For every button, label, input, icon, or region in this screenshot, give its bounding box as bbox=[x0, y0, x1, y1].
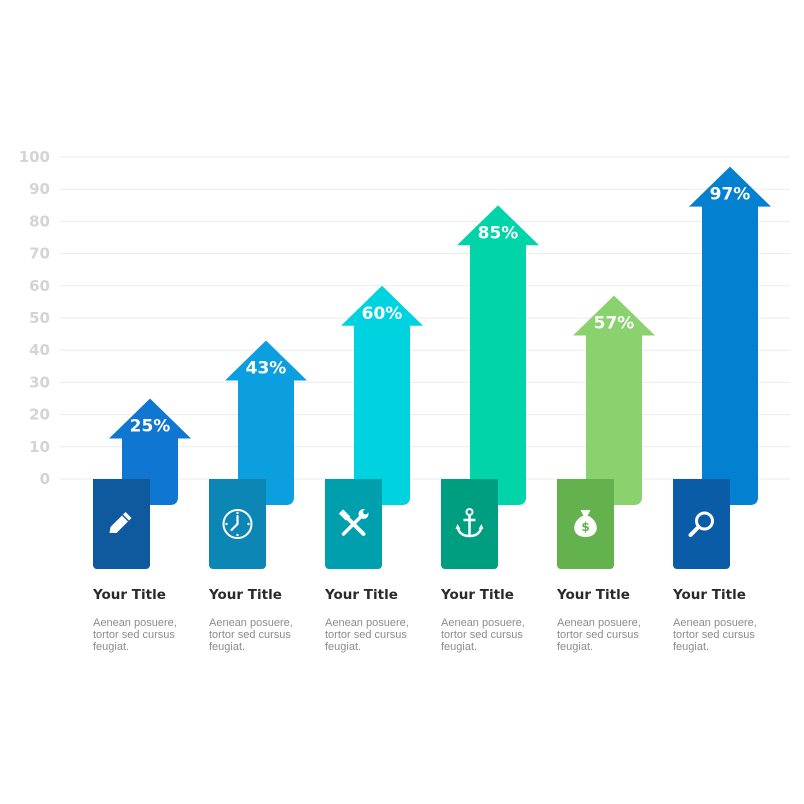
y-tick-label: 10 bbox=[29, 438, 50, 456]
value-label: 85% bbox=[478, 223, 519, 243]
category-description: Aenean posuere, tortor sed cursus feugiat. bbox=[441, 617, 541, 653]
clock-icon bbox=[222, 509, 253, 539]
bar-group: 60% bbox=[325, 285, 423, 569]
description-line: tortor sed cursus bbox=[209, 629, 291, 641]
grid-lines bbox=[60, 156, 790, 480]
category-title: Your Title bbox=[441, 587, 514, 603]
description-line: feugiat. bbox=[325, 641, 362, 653]
y-axis: 0 10 20 30 40 50 60 70 80 90 100 bbox=[19, 148, 50, 488]
y-tick-label: 80 bbox=[29, 212, 50, 230]
svg-text:$: $ bbox=[581, 520, 589, 534]
magnifier-icon bbox=[688, 511, 714, 537]
description-line: Aenean posuere, bbox=[557, 617, 641, 629]
value-label: 25% bbox=[130, 417, 171, 437]
bar-arrow bbox=[573, 295, 655, 505]
value-label: 57% bbox=[594, 313, 635, 333]
bar-group: 43% bbox=[209, 340, 307, 569]
y-tick-label: 70 bbox=[29, 245, 50, 263]
description-line: feugiat. bbox=[557, 641, 594, 653]
category-title: Your Title bbox=[209, 587, 282, 603]
bars: 25% 43% 60% 85% 57% $97% bbox=[93, 166, 771, 569]
icon-tab-top bbox=[441, 479, 498, 487]
icon-tab-top bbox=[93, 479, 150, 487]
value-label: 97% bbox=[710, 185, 751, 205]
pencil-icon bbox=[109, 512, 132, 533]
description-line: tortor sed cursus bbox=[673, 629, 755, 641]
description-line: tortor sed cursus bbox=[93, 629, 175, 641]
value-label: 43% bbox=[246, 359, 287, 379]
category-title: Your Title bbox=[673, 587, 746, 603]
bar-arrow bbox=[341, 285, 423, 505]
category-title: Your Title bbox=[93, 587, 166, 603]
description-line: feugiat. bbox=[93, 641, 130, 653]
description-line: Aenean posuere, bbox=[325, 617, 409, 629]
icon-tab-top bbox=[673, 479, 730, 487]
y-tick-label: 100 bbox=[19, 148, 50, 166]
y-tick-label: 0 bbox=[40, 470, 50, 488]
description-line: Aenean posuere, bbox=[209, 617, 293, 629]
category-description: Aenean posuere, tortor sed cursus feugiat. bbox=[325, 617, 425, 653]
y-tick-label: 90 bbox=[29, 180, 50, 198]
y-tick-label: 40 bbox=[29, 341, 50, 359]
bar-group: 25% bbox=[93, 398, 191, 569]
anchor-icon bbox=[455, 508, 484, 538]
category-description: Aenean posuere, tortor sed cursus feugiat. bbox=[673, 617, 773, 653]
category-description: Aenean posuere, tortor sed cursus feugiat. bbox=[209, 617, 309, 653]
bar-arrow bbox=[225, 340, 307, 505]
description-line: feugiat. bbox=[441, 641, 478, 653]
description-line: tortor sed cursus bbox=[441, 629, 523, 641]
description-line: Aenean posuere, bbox=[93, 617, 177, 629]
category-title: Your Title bbox=[557, 587, 630, 603]
icon-tab-top bbox=[325, 479, 382, 487]
bar-group: 85% bbox=[441, 205, 539, 569]
icon-tab-top bbox=[209, 479, 266, 487]
value-label: 60% bbox=[362, 304, 403, 324]
description-line: tortor sed cursus bbox=[325, 629, 407, 641]
bar-arrow bbox=[109, 398, 191, 505]
y-tick-label: 50 bbox=[29, 309, 50, 327]
description-line: Aenean posuere, bbox=[441, 617, 525, 629]
bar-arrow bbox=[457, 205, 539, 506]
money-bag-icon: $ bbox=[574, 510, 597, 537]
description-line: Aenean posuere, bbox=[673, 617, 757, 629]
category-description: Aenean posuere, tortor sed cursus feugiat. bbox=[93, 617, 193, 653]
tools-icon bbox=[338, 509, 369, 536]
icon-tab bbox=[673, 479, 730, 569]
icon-tab-top bbox=[557, 479, 614, 487]
description-line: feugiat. bbox=[209, 641, 246, 653]
bar-group: 57% $ bbox=[557, 295, 655, 569]
y-tick-label: 30 bbox=[29, 373, 50, 391]
y-tick-label: 20 bbox=[29, 406, 50, 424]
description-line: tortor sed cursus bbox=[557, 629, 639, 641]
bar-arrow bbox=[689, 166, 771, 505]
description-line: feugiat. bbox=[673, 641, 710, 653]
bar-group: 97% bbox=[673, 166, 771, 569]
category-description: Aenean posuere, tortor sed cursus feugiat. bbox=[557, 617, 657, 653]
y-tick-label: 60 bbox=[29, 277, 50, 295]
category-title: Your Title bbox=[325, 587, 398, 603]
